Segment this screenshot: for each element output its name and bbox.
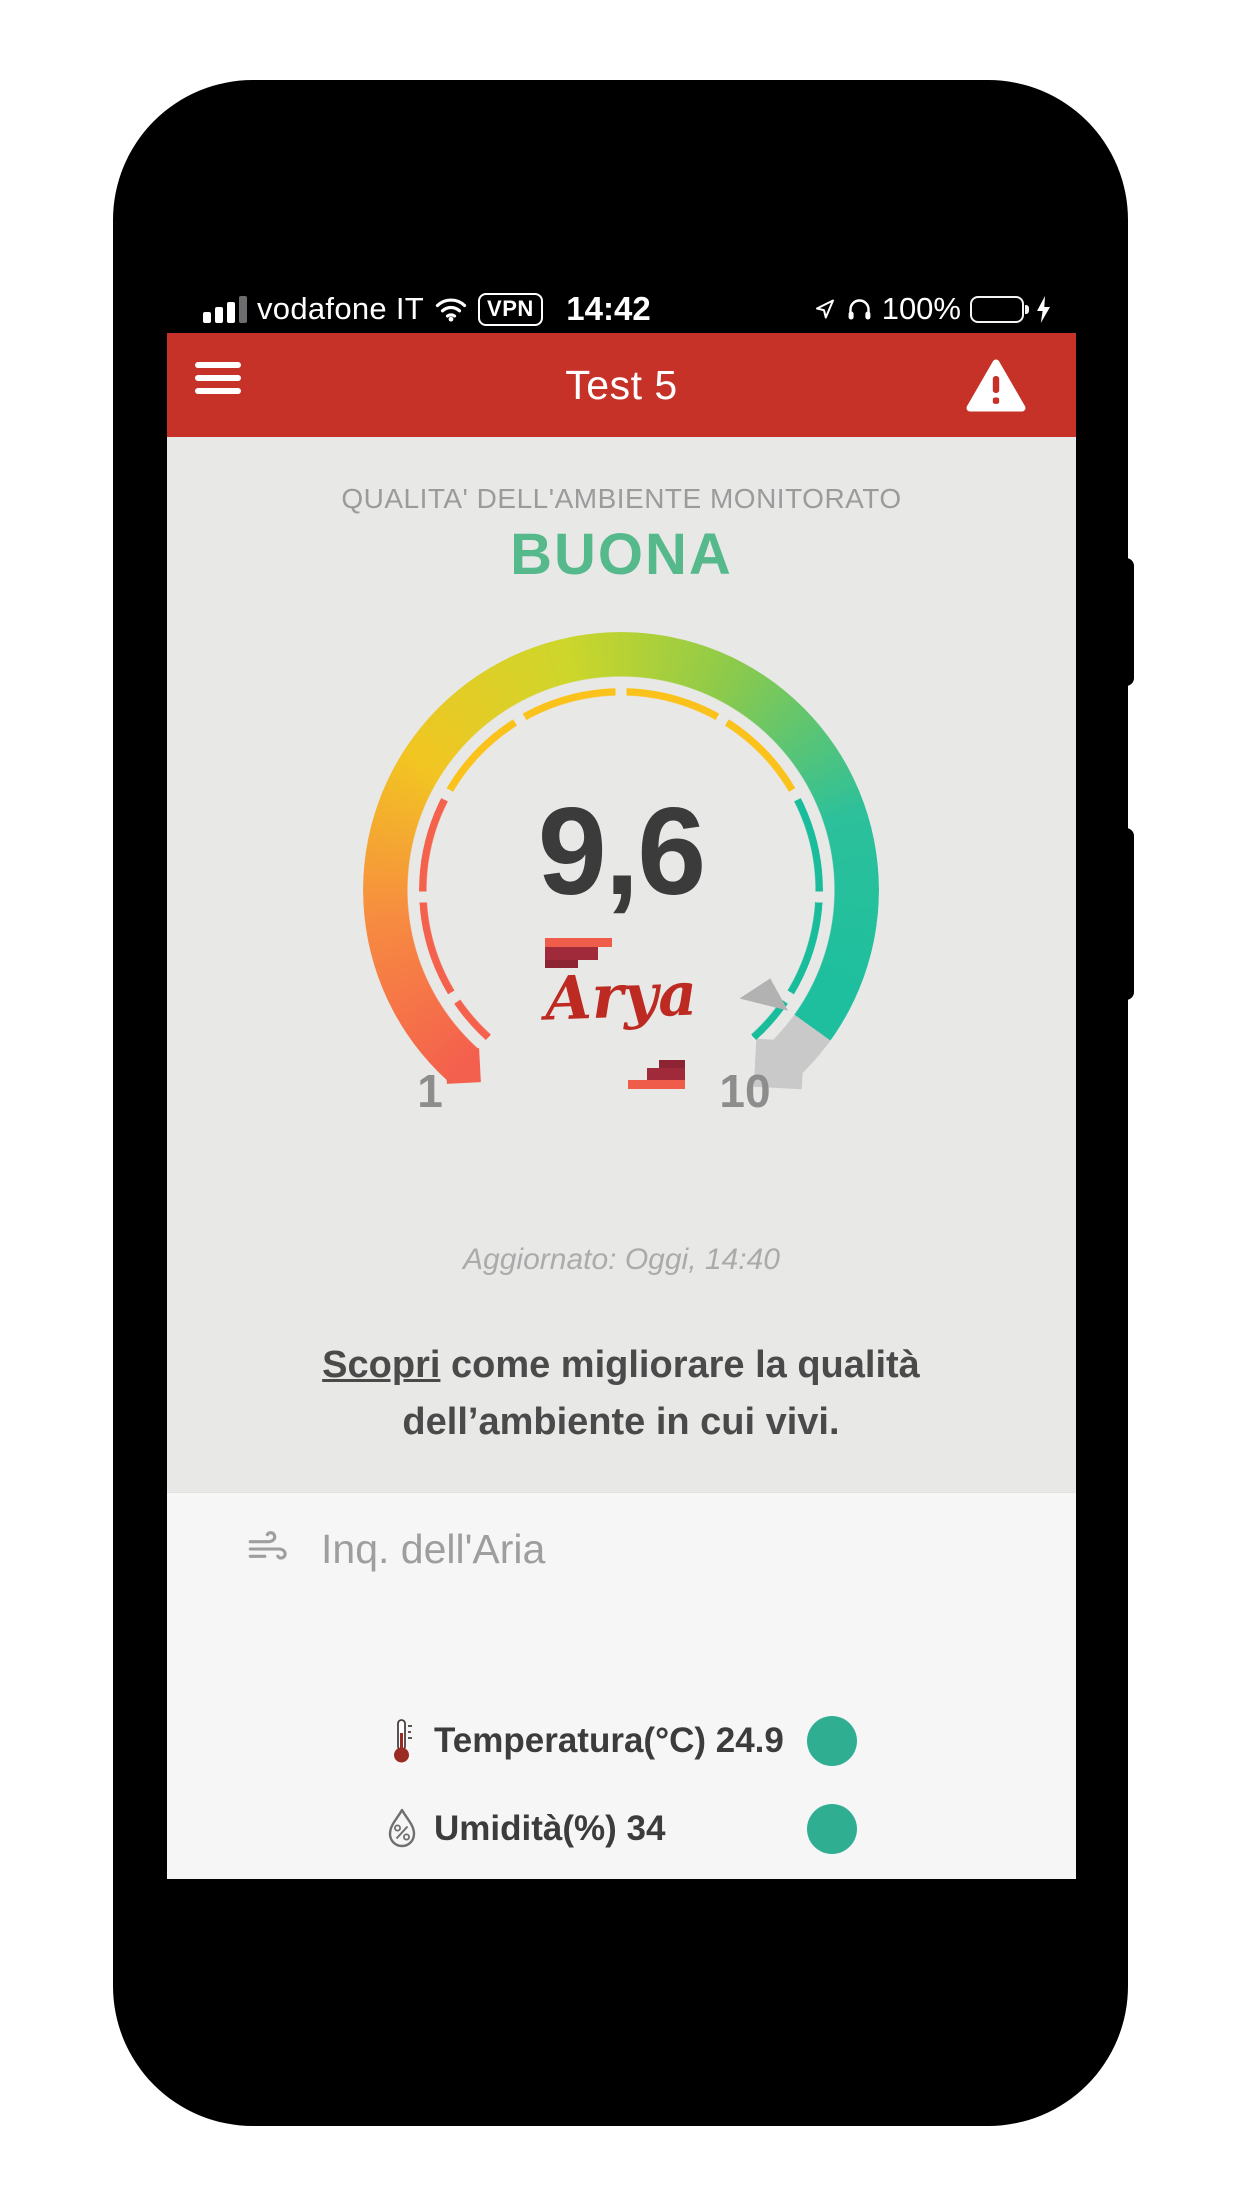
brand-decoration-bottom	[628, 1060, 685, 1089]
gauge-value: 9,6	[537, 783, 706, 921]
location-arrow-icon	[815, 299, 834, 319]
improve-quality-text: Scopri come migliorare la qualità dell’a…	[201, 1337, 1041, 1451]
signal-strength-icon	[203, 295, 247, 323]
gauge-min-label: 1	[417, 1065, 443, 1117]
volume-button	[1118, 558, 1134, 686]
charging-bolt-icon	[1037, 295, 1050, 323]
status-bar: vodafone IT VPN 14:42 100%	[167, 285, 1076, 333]
air-pollution-section-row[interactable]: Inq. dell'Aria	[243, 1517, 545, 1581]
app-header: Test 5	[167, 333, 1076, 437]
quality-caption: QUALITA' DELL'AMBIENTE MONITORATO	[341, 483, 902, 514]
temperature-row[interactable]: Temperatura(°C) 24.9	[382, 1713, 857, 1769]
quality-status: BUONA	[510, 522, 733, 587]
humidity-drop-icon	[388, 1808, 416, 1848]
gauge-tick-arc	[419, 688, 823, 1092]
battery-percent-label: 100%	[881, 291, 961, 326]
status-right-cluster: 100%	[813, 285, 1052, 333]
carrier-label: vodafone IT	[257, 291, 425, 326]
vpn-badge: VPN	[478, 292, 543, 326]
menu-icon[interactable]	[195, 362, 241, 401]
wifi-icon	[435, 298, 467, 322]
cta-rest: come migliorare la qualità dell’ambiente…	[402, 1344, 920, 1443]
humidity-status-dot[interactable]	[807, 1804, 857, 1854]
app-screen: vodafone IT VPN 14:42 100%	[167, 285, 1076, 1879]
air-quality-gauge: 9,6 Arya 1 10	[363, 632, 879, 1148]
humidity-label: Umidità(%) 34	[434, 1809, 666, 1848]
thermometer-icon	[394, 1719, 412, 1763]
temperature-label: Temperatura(°C) 24.9	[434, 1721, 784, 1760]
alert-triangle-icon[interactable]	[966, 359, 1026, 412]
humidity-row[interactable]: Umidità(%) 34	[382, 1801, 857, 1857]
headphones-icon	[848, 298, 871, 319]
clock: 14:42	[566, 290, 651, 327]
temperature-status-dot[interactable]	[807, 1716, 857, 1766]
status-left-cluster: vodafone IT VPN	[203, 285, 543, 333]
power-button	[1118, 828, 1134, 1000]
gauge-max-label: 10	[719, 1065, 771, 1117]
brand-decoration-top	[545, 938, 612, 968]
section-title: Inq. dell'Aria	[321, 1525, 546, 1572]
wind-icon	[248, 1531, 287, 1560]
sensors-section: Inq. dell'Aria Temperatura(°C) 24.9	[167, 1492, 1076, 1879]
page-title: Test 5	[565, 361, 678, 408]
last-updated: Aggiornato: Oggi, 14:40	[463, 1243, 780, 1276]
battery-icon	[970, 295, 1029, 323]
scopri-link[interactable]: Scopri	[322, 1344, 441, 1386]
